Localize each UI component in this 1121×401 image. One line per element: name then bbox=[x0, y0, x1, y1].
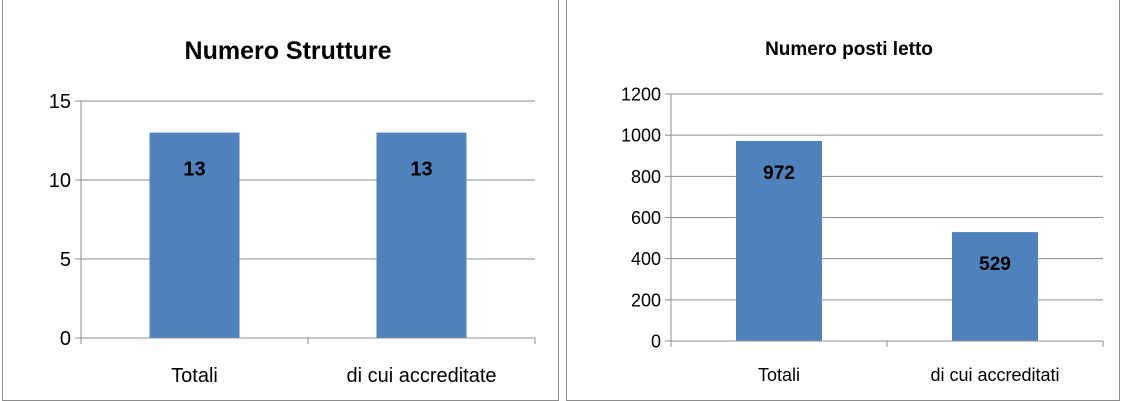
y-tick-label: 5 bbox=[60, 249, 71, 271]
chart-panel-numero-strutture: Numero Strutture 0 5 10 15 13 Totali 13 di cui … bbox=[2, 0, 559, 401]
data-label: 13 bbox=[410, 159, 432, 181]
y-tick-label: 800 bbox=[631, 167, 661, 187]
x-category-label: Totali bbox=[758, 365, 800, 385]
data-label: 529 bbox=[979, 254, 1011, 275]
chart-panel-numero-posti-letto: Numero posti letto 0 200 400 600 800 1000 1200… bbox=[566, 0, 1120, 401]
y-tick-label: 400 bbox=[631, 249, 661, 269]
y-tick-label: 200 bbox=[631, 290, 661, 310]
x-category-label: Totali bbox=[171, 365, 218, 387]
bar bbox=[376, 132, 467, 338]
data-label: 972 bbox=[763, 163, 795, 184]
y-tick-label: 0 bbox=[651, 331, 661, 351]
x-category-label: di cui accreditati bbox=[930, 365, 1059, 385]
bar bbox=[149, 132, 240, 338]
y-tick-label: 15 bbox=[49, 91, 71, 113]
y-tick-label: 1200 bbox=[621, 84, 661, 104]
chart-title: Numero posti letto bbox=[765, 39, 933, 60]
x-category-label: di cui accreditate bbox=[346, 365, 496, 387]
y-tick-label: 1000 bbox=[621, 126, 661, 146]
data-label: 13 bbox=[183, 159, 205, 181]
bar bbox=[952, 232, 1038, 341]
y-tick-label: 600 bbox=[631, 208, 661, 228]
bar bbox=[736, 140, 822, 341]
chart-title: Numero Strutture bbox=[185, 37, 392, 65]
y-tick-label: 0 bbox=[60, 328, 71, 350]
y-tick-label: 10 bbox=[49, 170, 71, 192]
chart-numero-strutture: Numero Strutture 0 5 10 15 13 Totali 13 di cui … bbox=[49, 37, 536, 387]
chart-numero-posti-letto: Numero posti letto 0 200 400 600 800 1000 1200… bbox=[621, 39, 1104, 385]
